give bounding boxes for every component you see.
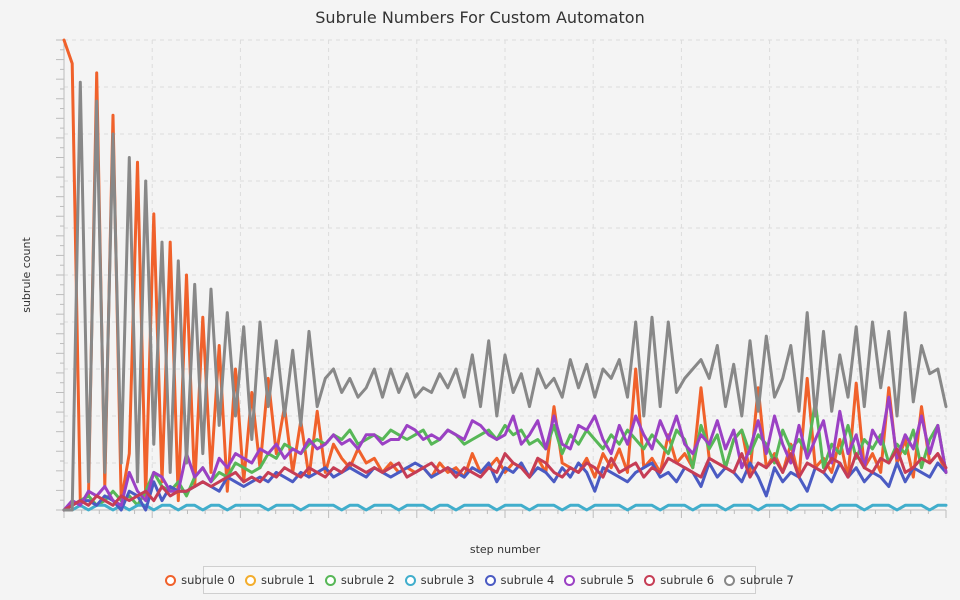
chart-title: Subrule Numbers For Custom Automaton — [315, 8, 644, 27]
legend-label: subrule 0 — [181, 573, 235, 587]
legend-label: subrule 3 — [420, 573, 475, 587]
x-axis-label: step number — [470, 543, 541, 556]
legend-swatch-icon — [484, 574, 496, 586]
axes — [56, 39, 947, 518]
legend-label: subrule 1 — [260, 573, 315, 587]
series-line-subrule-6 — [62, 447, 948, 512]
series-line-subrule-7 — [62, 80, 948, 512]
series-lines — [62, 38, 948, 512]
legend-item: subrule 6 — [644, 573, 714, 587]
legend-item: subrule 0 — [165, 573, 235, 587]
legend-label: subrule 4 — [500, 573, 555, 587]
legend: subrule 0 subrule 1 subrule 2 subrule 3 subr… — [165, 566, 794, 594]
series-line-subrule-5 — [62, 395, 948, 512]
legend-swatch-icon — [404, 574, 416, 586]
legend-item: subrule 7 — [724, 573, 794, 587]
legend-swatch-icon — [165, 574, 177, 586]
legend-label: subrule 5 — [580, 573, 635, 587]
legend-swatch-icon — [724, 574, 736, 586]
legend-item: subrule 1 — [244, 573, 315, 587]
legend-label: subrule 7 — [740, 573, 794, 587]
series-line-subrule-3 — [62, 503, 948, 512]
y-axis-label: subrule count — [20, 237, 33, 313]
legend-item: subrule 5 — [564, 573, 634, 587]
legend-swatch-icon — [244, 574, 256, 586]
legend-label: subrule 2 — [340, 573, 395, 587]
legend-swatch-icon — [564, 574, 576, 586]
legend-label: subrule 6 — [660, 573, 715, 587]
legend-item: subrule 4 — [484, 573, 555, 587]
legend-swatch-icon — [324, 574, 336, 586]
legend-swatch-icon — [644, 574, 656, 586]
legend-item: subrule 3 — [404, 573, 475, 587]
legend-item: subrule 2 — [324, 573, 395, 587]
